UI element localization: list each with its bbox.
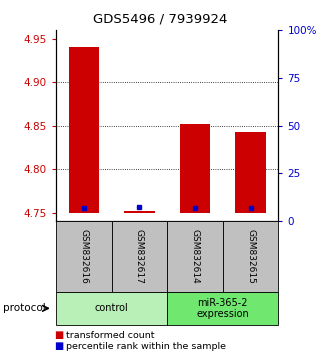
Text: transformed count: transformed count xyxy=(66,331,154,340)
Text: percentile rank within the sample: percentile rank within the sample xyxy=(66,342,226,351)
Text: GSM832616: GSM832616 xyxy=(79,229,88,284)
Text: GSM832617: GSM832617 xyxy=(135,229,144,284)
Text: miR-365-2
expression: miR-365-2 expression xyxy=(196,297,249,319)
Text: protocol: protocol xyxy=(3,303,46,313)
Bar xyxy=(180,124,210,212)
Text: ■: ■ xyxy=(54,330,64,340)
Bar xyxy=(68,47,99,212)
Text: GSM832614: GSM832614 xyxy=(190,229,199,284)
Text: ■: ■ xyxy=(54,341,64,351)
Text: control: control xyxy=(95,303,128,313)
Bar xyxy=(235,132,266,212)
Bar xyxy=(124,211,155,212)
Text: GSM832615: GSM832615 xyxy=(246,229,255,284)
Text: GDS5496 / 7939924: GDS5496 / 7939924 xyxy=(93,12,227,25)
